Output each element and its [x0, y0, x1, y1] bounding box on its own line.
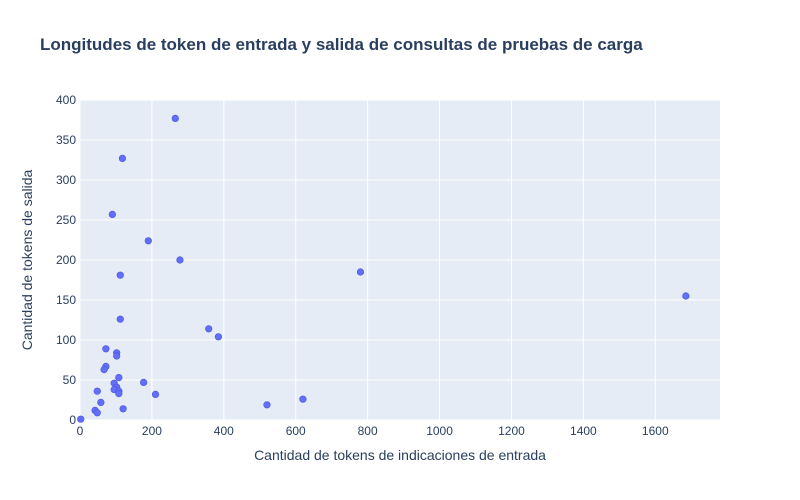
x-tick-label: 200: [142, 424, 162, 438]
y-tick-label: 300: [56, 173, 76, 187]
data-point: [176, 256, 184, 264]
y-tick-label: 0: [69, 413, 76, 427]
data-point: [263, 401, 271, 409]
data-point: [682, 292, 690, 300]
x-tick-label: 1000: [426, 424, 453, 438]
data-point: [116, 315, 124, 323]
x-tick-label: 400: [214, 424, 234, 438]
x-tick-label: 800: [358, 424, 378, 438]
x-tick-label: 600: [286, 424, 306, 438]
y-tick-label: 100: [56, 333, 76, 347]
data-point: [108, 210, 116, 218]
y-tick-label: 250: [56, 213, 76, 227]
data-point: [140, 378, 148, 387]
data-point: [171, 114, 179, 122]
data-point: [205, 325, 213, 333]
y-axis-title: Cantidad de tokens de salida: [19, 170, 35, 351]
x-tick-label: 0: [77, 424, 84, 438]
x-tick-label: 1200: [498, 424, 525, 438]
data-point: [100, 366, 108, 374]
grid-lines: [79, 99, 720, 421]
data-point: [115, 390, 123, 398]
y-tick-label: 50: [63, 373, 77, 387]
data-point: [116, 271, 124, 279]
data-point: [102, 345, 110, 353]
data-point: [119, 405, 127, 413]
y-tick-label: 400: [56, 93, 76, 107]
data-point: [151, 390, 160, 399]
data-point: [97, 398, 105, 407]
tick-labels: 0 200 400 600 800 1000 1200 1400 1600 0 50 100 150 20…: [56, 93, 669, 438]
data-point: [115, 374, 123, 382]
y-tick-label: 150: [56, 293, 76, 307]
data-points: [77, 114, 690, 423]
x-tick-label: 1600: [642, 424, 669, 438]
y-tick-label: 350: [56, 133, 76, 147]
data-point: [144, 237, 152, 245]
x-tick-label: 1400: [570, 424, 597, 438]
data-point: [299, 395, 307, 403]
y-tick-label: 200: [56, 253, 76, 267]
data-point: [214, 333, 223, 341]
x-axis-title: Cantidad de tokens de indicaciones de en…: [254, 447, 546, 463]
data-point: [77, 415, 85, 423]
data-point: [113, 352, 121, 360]
chart-title: Longitudes de token de entrada y salida …: [40, 35, 643, 54]
data-point: [93, 387, 101, 395]
data-point: [118, 154, 127, 162]
data-point: [93, 409, 101, 417]
data-point: [356, 268, 365, 276]
